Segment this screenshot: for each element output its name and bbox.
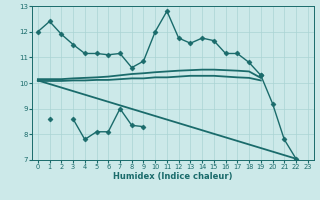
X-axis label: Humidex (Indice chaleur): Humidex (Indice chaleur) (113, 172, 233, 181)
